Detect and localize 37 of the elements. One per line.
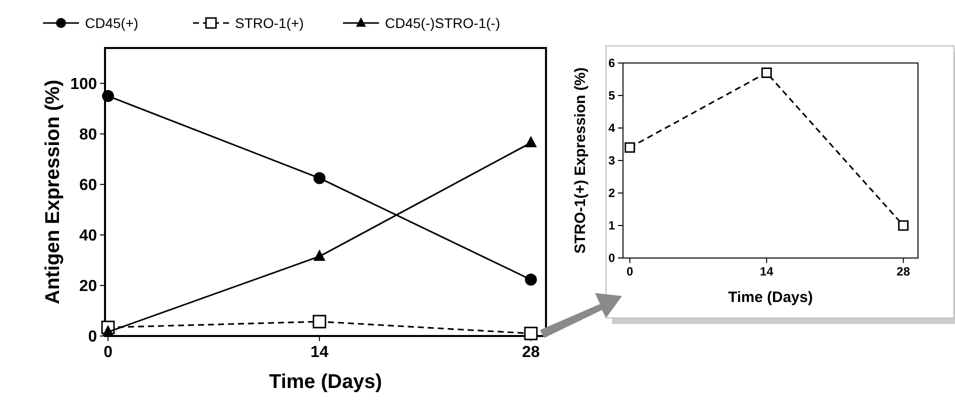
y-axis-title: STRO-1(+) Expression (%): [572, 67, 589, 254]
y-axis-title: Antigen Expression (%): [42, 80, 64, 304]
point: [524, 136, 537, 148]
y-tick-label: 20: [79, 278, 98, 296]
legend-label: CD45(-)STRO-1(-): [385, 14, 500, 31]
x-tick-label: 28: [896, 264, 910, 279]
y-tick-label: 0: [88, 328, 98, 346]
point: [312, 314, 326, 328]
x-tick-label: 14: [310, 344, 328, 361]
x-tick-label: 0: [626, 264, 634, 279]
x-tick-label: 14: [760, 264, 774, 279]
y-tick-label: 0: [608, 251, 616, 266]
point: [313, 250, 326, 261]
legend-label: CD45(+): [85, 14, 138, 31]
y-tick-label: 100: [70, 76, 98, 93]
legend-label: STRO-1(+): [235, 14, 304, 31]
y-tick-label: 5: [608, 88, 616, 103]
point: [313, 172, 326, 184]
point: [524, 326, 538, 340]
x-tick-label: 0: [104, 344, 113, 361]
x-axis-title: Time (Days): [728, 289, 813, 306]
y-tick-label: 6: [608, 56, 616, 70]
point: [624, 142, 636, 153]
x-tick-label: 28: [522, 344, 540, 361]
y-tick-label: 1: [608, 218, 616, 233]
y-tick-label: 2: [608, 186, 616, 200]
y-tick-label: 4: [608, 121, 616, 136]
y-tick-label: 80: [79, 126, 98, 144]
point: [102, 90, 114, 102]
x-axis-title: Time (Days): [268, 371, 382, 393]
point: [898, 220, 909, 231]
y-tick-label: 40: [79, 228, 98, 245]
point: [102, 325, 114, 336]
y-tick-label: 3: [608, 154, 616, 168]
point: [524, 274, 537, 286]
point: [761, 68, 772, 78]
y-tick-label: 60: [79, 177, 98, 194]
